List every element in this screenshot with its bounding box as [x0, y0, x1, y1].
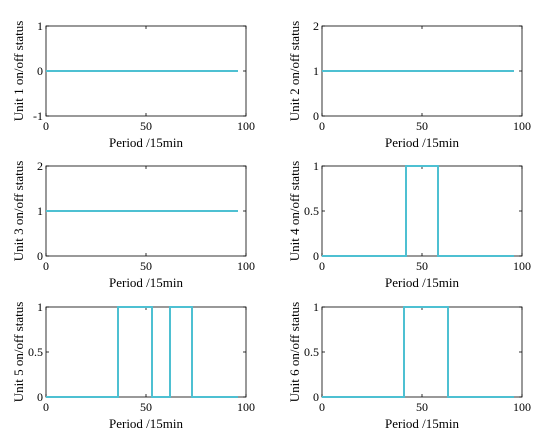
subplot-unit-5: 0 50 100 0 0.5 1 Period /15min Unit 5 on/off st… — [11, 300, 255, 431]
x-tick-label: 100 — [513, 119, 531, 133]
series-line-unit-4 — [322, 165, 514, 257]
x-tick-label: 0 — [319, 400, 325, 414]
y-axis-label: Unit 1 on/off status — [11, 21, 26, 122]
x-tick-label: 100 — [237, 259, 255, 273]
subplot-unit-6: 0 50 100 0 0.5 1 Period /15min Unit 6 on/off st… — [287, 300, 531, 431]
x-axis-label: Period /15min — [109, 275, 184, 290]
x-axis-label: Period /15min — [109, 135, 184, 150]
x-tick-label: 0 — [43, 119, 49, 133]
y-tick-label: -1 — [33, 109, 43, 123]
x-axis-label: Period /15min — [385, 416, 460, 431]
x-tick-label: 50 — [140, 400, 152, 414]
series-line-unit-5 — [46, 306, 238, 398]
x-tick-label: 0 — [319, 119, 325, 133]
axes-frame — [45, 306, 247, 398]
y-axis-label: Unit 5 on/off status — [11, 302, 26, 403]
y-tick-label: 1 — [37, 300, 43, 314]
y-tick-label: 0.5 — [304, 345, 319, 359]
x-axis-label: Period /15min — [109, 416, 184, 431]
subplot-unit-3: 0 50 100 0 1 2 Period /15min Unit 3 on/off stat… — [11, 159, 255, 290]
y-tick-label: 1 — [37, 19, 43, 33]
y-axis-label: Unit 2 on/off status — [287, 21, 302, 122]
x-tick-label: 50 — [416, 119, 428, 133]
y-tick-label: 1 — [313, 300, 319, 314]
x-tick-label: 100 — [237, 119, 255, 133]
x-tick-label: 0 — [319, 259, 325, 273]
y-axis-label: Unit 6 on/off status — [287, 302, 302, 403]
y-tick-label: 0 — [313, 109, 319, 123]
x-tick-label: 100 — [513, 400, 531, 414]
x-axis-label: Period /15min — [385, 135, 460, 150]
y-tick-label: 0.5 — [28, 345, 43, 359]
y-tick-label: 1 — [37, 204, 43, 218]
y-tick-label: 0 — [313, 249, 319, 263]
x-tick-label: 50 — [140, 259, 152, 273]
y-axis-label: Unit 4 on/off status — [287, 161, 302, 262]
y-tick-label: 0 — [37, 249, 43, 263]
x-tick-label: 50 — [140, 119, 152, 133]
y-tick-label: 0 — [37, 64, 43, 78]
y-tick-label: 2 — [313, 19, 319, 33]
y-tick-label: 1 — [313, 64, 319, 78]
x-axis-label: Period /15min — [385, 275, 460, 290]
x-tick-label: 50 — [416, 259, 428, 273]
y-tick-label: 0 — [313, 390, 319, 404]
y-tick-label: 2 — [37, 159, 43, 173]
axes-frame — [321, 165, 523, 257]
y-tick-label: 0.5 — [304, 204, 319, 218]
x-tick-label: 100 — [237, 400, 255, 414]
series-line-unit-6 — [322, 306, 514, 398]
axes-frame — [321, 306, 523, 398]
subplot-unit-2: 0 50 100 0 1 2 Period /15min Unit 2 on/off stat… — [287, 19, 531, 150]
x-tick-label: 0 — [43, 259, 49, 273]
x-tick-label: 0 — [43, 400, 49, 414]
y-tick-label: 0 — [37, 390, 43, 404]
subplot-unit-4: 0 50 100 0 0.5 1 Period /15min Unit 4 on/off st… — [287, 159, 531, 290]
x-tick-label: 50 — [416, 400, 428, 414]
y-axis-label: Unit 3 on/off status — [11, 161, 26, 262]
x-tick-label: 100 — [513, 259, 531, 273]
y-tick-label: 1 — [313, 159, 319, 173]
